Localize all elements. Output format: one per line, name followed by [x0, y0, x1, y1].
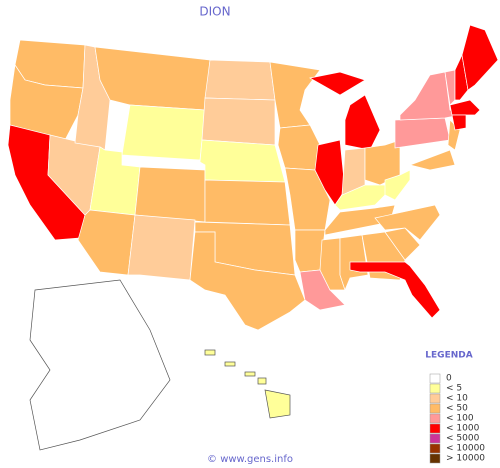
- legend-swatch: [429, 373, 441, 384]
- state: [134, 166, 206, 223]
- state: [309, 71, 366, 96]
- legend-swatch: [429, 443, 441, 454]
- legend-swatch: [429, 383, 441, 394]
- state: [384, 227, 421, 261]
- state: [461, 24, 499, 91]
- state: [384, 169, 411, 201]
- state: [199, 139, 286, 183]
- state: [344, 94, 381, 151]
- legend-swatch: [429, 423, 441, 434]
- state: [204, 179, 291, 226]
- island: [224, 361, 236, 367]
- legend-label: < 50: [446, 404, 468, 414]
- legend-swatch: [429, 393, 441, 404]
- legend-swatch: [429, 413, 441, 424]
- state: [324, 204, 396, 236]
- legend-label: < 10000: [446, 444, 485, 454]
- legend-label: < 5: [446, 384, 462, 394]
- legend-label: < 5000: [446, 434, 480, 444]
- legend-swatch: [429, 403, 441, 414]
- state: [269, 61, 321, 129]
- legend-swatch: [429, 453, 441, 464]
- state: [399, 71, 462, 121]
- state: [127, 214, 196, 281]
- state: [121, 104, 206, 161]
- state: [408, 149, 456, 171]
- state: [349, 261, 441, 319]
- state: [204, 59, 276, 101]
- state: [29, 279, 171, 451]
- state: [449, 99, 481, 116]
- state: [94, 46, 211, 111]
- island: [244, 371, 256, 377]
- island: [257, 377, 267, 385]
- state: [451, 114, 467, 131]
- state: [454, 53, 469, 101]
- legend-title: LEGENDA: [425, 351, 472, 361]
- legend-label: > 10000: [446, 454, 485, 464]
- state: [201, 97, 276, 146]
- state: [277, 124, 321, 171]
- state: [374, 204, 441, 241]
- state: [189, 231, 306, 331]
- legend-swatch: [429, 433, 441, 444]
- state: [77, 209, 136, 276]
- legend-label: < 100: [446, 414, 474, 424]
- state: [394, 117, 451, 149]
- map-title: DION: [199, 5, 230, 19]
- legend-label: < 1000: [446, 424, 480, 434]
- island: [204, 349, 216, 356]
- footer: © www.gens.info: [207, 454, 293, 465]
- legend-label: 0: [446, 374, 452, 384]
- state: [264, 389, 291, 419]
- legend-label: < 10: [446, 394, 468, 404]
